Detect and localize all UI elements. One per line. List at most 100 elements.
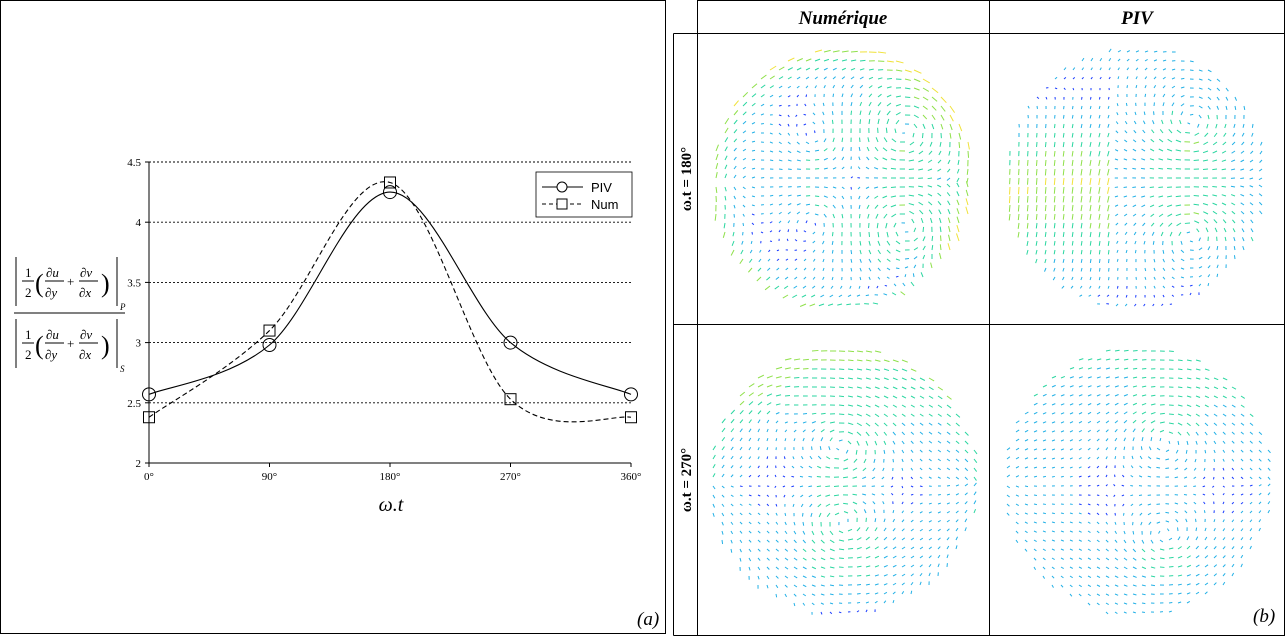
flow-vector [749, 410, 752, 414]
flow-vector [1097, 403, 1100, 405]
flow-vector [965, 477, 968, 480]
flow-vector [758, 540, 760, 542]
flow-vector [779, 195, 782, 196]
flow-vector [832, 241, 833, 245]
flow-vector [1088, 448, 1090, 450]
flow-vector [1153, 304, 1154, 306]
flow-vector [776, 576, 778, 578]
flow-vector [884, 519, 885, 522]
flow-vector [761, 114, 764, 115]
flow-vector [882, 494, 884, 495]
flow-vector [1052, 585, 1053, 588]
flow-vector [800, 486, 803, 487]
flow-vector [875, 360, 880, 361]
flow-vector [812, 594, 815, 595]
flow-vector [875, 157, 878, 160]
flow-vector [1061, 476, 1064, 477]
flow-vector [1118, 59, 1120, 61]
flow-vector [842, 85, 844, 88]
flow-vector [794, 438, 795, 441]
flow-vector [731, 419, 734, 423]
flow-vector [877, 286, 878, 288]
flow-vector [912, 219, 914, 223]
flow-vector [911, 503, 913, 504]
flow-vector [806, 151, 810, 152]
flow-vector [1106, 567, 1109, 569]
flow-vector [918, 194, 923, 196]
flow-vector [1034, 458, 1037, 459]
flow-vector [1071, 286, 1073, 288]
flow-vector [891, 486, 893, 487]
flow-vector [1034, 531, 1037, 532]
flow-vector [1145, 94, 1146, 97]
flow-vector [743, 131, 746, 133]
flow-vector [839, 558, 844, 559]
flow-vector [1043, 422, 1046, 423]
flow-vector [776, 549, 779, 551]
flow-vector [857, 295, 860, 296]
flow-vector [1149, 447, 1151, 450]
flow-vector [1141, 168, 1145, 169]
flow-vector [1172, 69, 1175, 70]
flow-vector [893, 414, 897, 417]
flow-vector [891, 196, 896, 197]
flow-vector [749, 438, 751, 441]
flow-vector [1150, 168, 1154, 169]
flow-vector [843, 468, 848, 469]
flow-vector [794, 567, 797, 569]
flow-vector [938, 564, 939, 567]
flow-vector [862, 494, 866, 495]
flow-vector [884, 601, 886, 603]
flow-vector [920, 538, 923, 540]
flow-vector [767, 438, 768, 441]
flow-vector [948, 209, 950, 214]
flow-vector [1072, 196, 1073, 202]
flow-vector [857, 405, 862, 407]
flow-vector [1196, 360, 1201, 361]
flow-vector [866, 575, 870, 576]
flow-vector [1208, 97, 1211, 100]
flow-vector [893, 547, 896, 549]
flow-vector [887, 119, 889, 124]
flow-vector [911, 494, 913, 495]
flow-vector [1124, 612, 1127, 613]
flow-vector [1125, 121, 1127, 124]
flow-vector [725, 174, 727, 178]
flow-vector [1070, 449, 1073, 450]
flow-vector [903, 283, 905, 286]
flow-vector [1150, 149, 1154, 151]
flow-vector [1241, 555, 1243, 558]
flow-vector [1190, 241, 1193, 242]
flow-vector [716, 154, 718, 160]
flow-vector [1097, 439, 1099, 441]
flow-vector [1052, 458, 1055, 459]
flow-vector [794, 377, 799, 378]
flow-vector [1034, 431, 1037, 432]
flow-vector [882, 477, 884, 479]
flow-vector [1115, 540, 1117, 543]
flow-vector [1061, 376, 1065, 378]
flow-vector [758, 393, 763, 396]
flow-vector [1052, 567, 1054, 569]
flow-vector [1116, 232, 1118, 234]
flow-vector [1061, 395, 1064, 396]
flow-vector [848, 423, 853, 425]
flow-vector [1208, 246, 1210, 250]
flow-vector [1268, 477, 1270, 480]
flow-vector [1054, 178, 1055, 185]
flow-vector [848, 351, 854, 352]
flow-vector [797, 220, 798, 223]
flow-vector [1090, 205, 1091, 211]
flow-vector [1169, 432, 1173, 433]
flow-vector [1223, 414, 1226, 416]
flow-vector [731, 447, 733, 450]
flow-vector [1081, 232, 1082, 237]
flow-vector [864, 459, 866, 463]
flow-vector [1052, 476, 1055, 477]
flow-vector [785, 368, 791, 369]
flow-vector [1124, 140, 1127, 142]
flow-vector [1187, 360, 1192, 361]
flow-vector [1079, 404, 1082, 405]
flow-vector [1214, 387, 1218, 389]
flow-vector [1187, 232, 1190, 233]
